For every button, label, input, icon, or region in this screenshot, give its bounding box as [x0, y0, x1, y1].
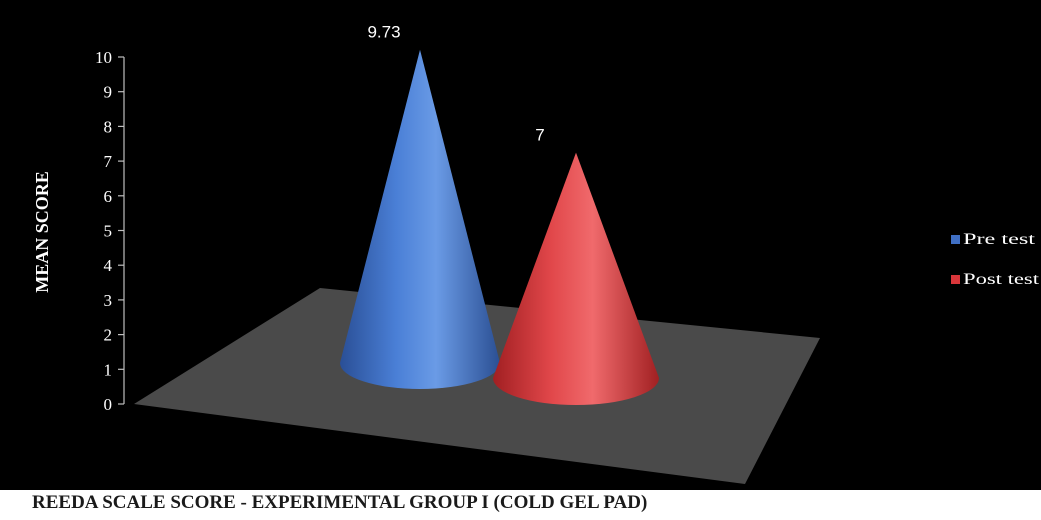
y-axis-title: MEAN SCORE: [32, 171, 52, 293]
cone-body: [493, 152, 659, 405]
y-tick-label: 9: [104, 83, 113, 102]
y-tick-label: 0: [104, 395, 113, 414]
caption-background: [0, 490, 1041, 520]
y-tick-label: 4: [104, 256, 113, 275]
x-axis-title: REEDA SCALE SCORE - EXPERIMENTAL GROUP I…: [32, 492, 647, 513]
legend: Pre test Post test: [951, 231, 1040, 288]
y-tick-label: 1: [104, 360, 113, 379]
y-tick-label: 7: [104, 152, 113, 171]
data-label: 7: [535, 126, 544, 145]
y-tick-label: 8: [104, 117, 113, 136]
legend-label: Post test: [963, 271, 1040, 288]
cone-pre-test: [340, 49, 500, 389]
cone-series: 9.73 7: [340, 23, 659, 405]
y-tick-label: 6: [104, 187, 113, 206]
cone-body: [340, 49, 500, 389]
legend-swatch: [951, 235, 960, 244]
y-tick-label: 10: [95, 48, 112, 67]
y-axis-ticks: 0 1 2 3 4 5 6 7 8 9 10: [95, 48, 124, 414]
legend-swatch: [951, 275, 960, 284]
y-tick-label: 5: [104, 222, 113, 241]
cone-post-test: [493, 152, 659, 405]
floor-plane: [134, 288, 820, 484]
data-label: 9.73: [367, 23, 400, 42]
y-tick-label: 2: [104, 326, 113, 345]
legend-label: Pre test: [963, 231, 1036, 248]
y-tick-label: 3: [104, 291, 113, 310]
